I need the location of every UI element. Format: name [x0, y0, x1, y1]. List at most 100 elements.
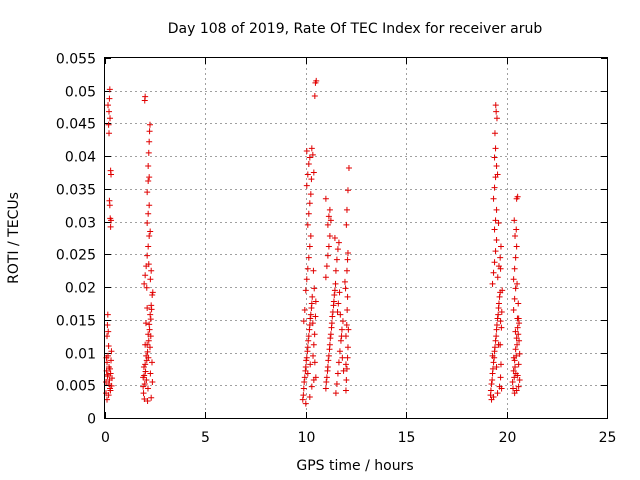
data-point [105, 343, 112, 349]
data-point [322, 385, 329, 392]
data-point [497, 374, 504, 381]
data-point [342, 285, 349, 292]
data-point [304, 348, 311, 355]
data-point [325, 352, 332, 359]
data-point [147, 276, 154, 283]
data-point [109, 375, 116, 382]
data-point [493, 333, 500, 340]
data-point [331, 287, 338, 294]
data-point [323, 263, 330, 270]
data-point [493, 163, 500, 169]
data-point [302, 400, 309, 407]
data-point [492, 102, 499, 109]
data-point [105, 392, 112, 399]
data-point [494, 171, 501, 178]
data-point [515, 361, 522, 368]
x-tick-label: 20 [499, 430, 517, 446]
data-point [327, 331, 334, 338]
data-point [499, 287, 506, 294]
data-point [144, 252, 151, 259]
data-point [343, 206, 350, 213]
data-point [337, 337, 344, 344]
data-point [304, 221, 311, 228]
data-point [305, 337, 312, 344]
data-point [306, 154, 313, 161]
data-point [497, 254, 504, 261]
data-point [490, 394, 497, 401]
data-point [490, 359, 497, 366]
data-point [516, 350, 523, 357]
data-point [324, 252, 331, 259]
data-point [307, 315, 314, 322]
data-point [344, 187, 351, 194]
data-point [323, 374, 330, 381]
data-point [491, 259, 498, 266]
data-point [510, 307, 517, 313]
data-point [142, 361, 149, 368]
data-point [493, 322, 500, 329]
data-point [492, 145, 499, 152]
data-point [326, 206, 333, 213]
data-point [104, 311, 111, 318]
data-point [345, 326, 352, 333]
data-point [106, 202, 113, 209]
data-point [311, 92, 318, 99]
data-point [106, 95, 113, 102]
y-axis-label: ROTI / TECUs [6, 192, 22, 284]
data-point [492, 248, 499, 255]
data-point [311, 285, 318, 292]
data-point [340, 367, 347, 374]
y-tick-label: 0.035 [56, 183, 96, 199]
data-point [510, 385, 517, 392]
data-point [108, 348, 115, 355]
data-point [147, 333, 154, 340]
data-point [514, 315, 521, 322]
data-point [148, 267, 155, 274]
data-point [491, 344, 498, 351]
data-point [494, 274, 501, 281]
data-point [146, 138, 153, 145]
data-point [143, 284, 150, 291]
data-point [299, 396, 306, 403]
data-point [106, 108, 113, 115]
data-point [104, 322, 111, 329]
data-point [105, 102, 112, 109]
data-point [140, 390, 147, 397]
data-point [145, 163, 152, 169]
data-point [495, 263, 502, 270]
data-point [337, 311, 344, 318]
data-point [333, 256, 340, 263]
data-point [327, 217, 334, 224]
data-point [104, 371, 111, 378]
data-point [334, 308, 341, 315]
data-point [512, 285, 519, 292]
data-point [342, 387, 349, 394]
data-point [493, 363, 500, 370]
data-point [308, 145, 315, 152]
data-point [148, 394, 155, 401]
data-point [107, 387, 114, 394]
data-point [342, 333, 349, 340]
data-point [333, 380, 340, 387]
data-point [145, 261, 152, 268]
data-point [512, 370, 519, 377]
data-point [494, 390, 501, 397]
data-point [489, 365, 496, 372]
data-point [313, 77, 320, 84]
data-point [147, 228, 154, 235]
data-point [106, 86, 113, 93]
data-point [344, 250, 351, 257]
data-point [148, 359, 155, 366]
data-point [306, 243, 313, 250]
data-point [105, 121, 112, 128]
data-point [515, 383, 522, 390]
data-point [303, 354, 310, 361]
x-tick-label: 5 [201, 430, 210, 446]
data-point [490, 195, 497, 202]
data-point [344, 344, 351, 351]
data-point [310, 267, 317, 274]
data-point [107, 365, 114, 372]
grid-lines [105, 58, 607, 418]
data-point [493, 236, 500, 243]
data-point [305, 254, 312, 261]
